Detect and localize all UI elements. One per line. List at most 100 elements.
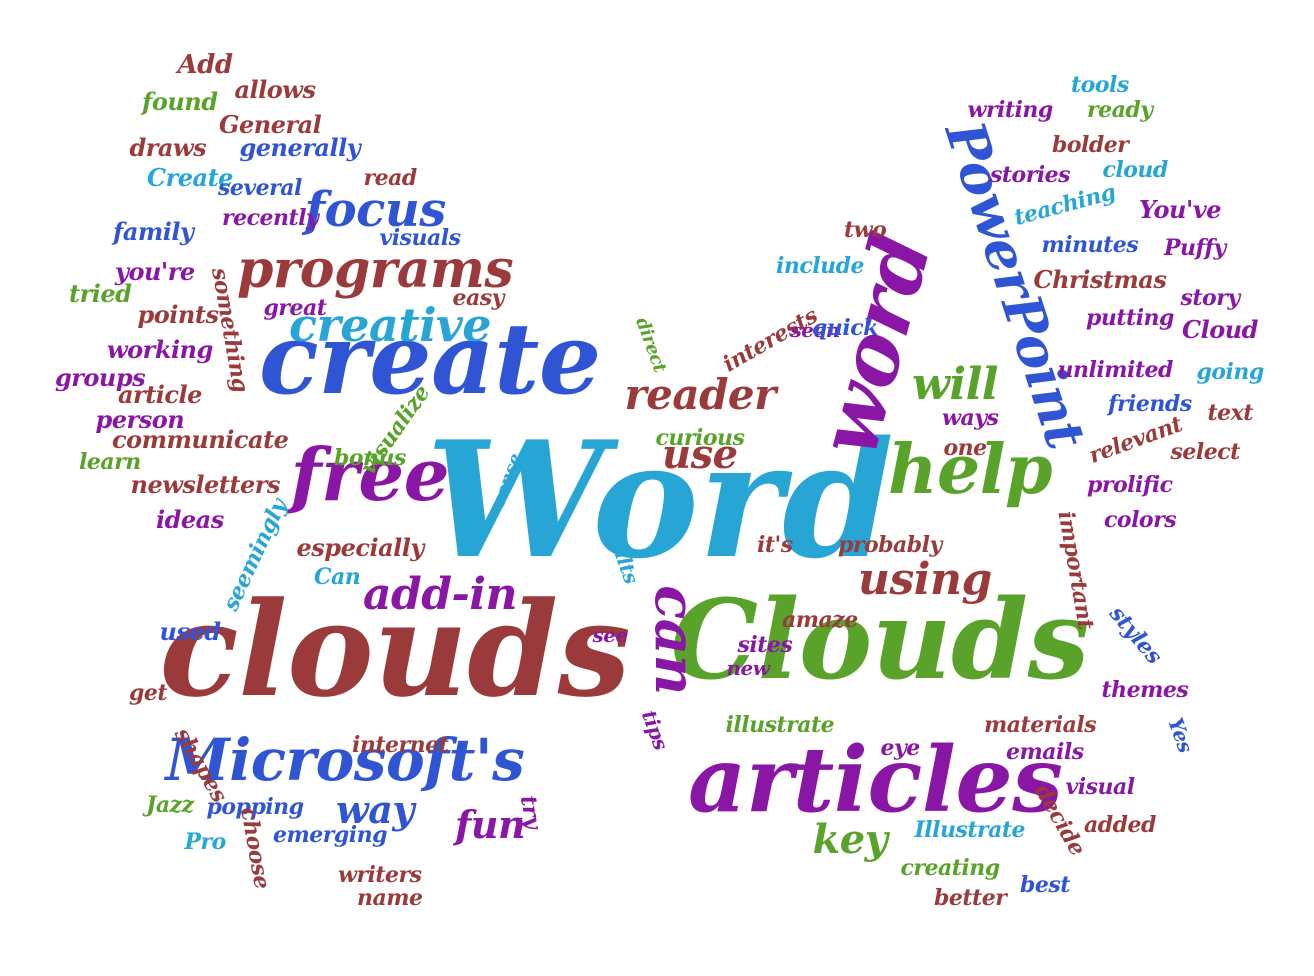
cloud-word: creating bbox=[900, 855, 1001, 881]
cloud-word: tips bbox=[636, 707, 674, 753]
cloud-word: focus bbox=[304, 182, 447, 238]
cloud-word: try bbox=[514, 793, 546, 831]
cloud-word: best bbox=[1020, 872, 1070, 898]
cloud-word: minutes bbox=[1041, 232, 1139, 258]
cloud-word: working bbox=[107, 335, 213, 364]
cloud-word: way bbox=[336, 787, 414, 832]
cloud-word: visuals bbox=[379, 225, 462, 251]
cloud-word: get bbox=[129, 680, 168, 706]
cloud-word: Cloud bbox=[1182, 315, 1258, 344]
cloud-word: articles bbox=[688, 727, 1063, 833]
cloud-word: eye bbox=[880, 735, 921, 761]
cloud-word: use bbox=[662, 431, 738, 478]
cloud-word: bonus bbox=[334, 445, 406, 471]
cloud-word: reader bbox=[624, 370, 777, 419]
cloud-word: Christmas bbox=[1033, 265, 1167, 294]
cloud-word: writers bbox=[338, 862, 422, 888]
cloud-word: ready bbox=[1087, 97, 1153, 123]
cloud-word: it's bbox=[757, 532, 793, 558]
cloud-word: name bbox=[357, 885, 423, 911]
cloud-word: probably bbox=[838, 532, 942, 558]
cloud-word: stories bbox=[990, 162, 1071, 188]
cloud-word: several bbox=[218, 175, 302, 201]
cloud-word: two bbox=[844, 217, 887, 243]
cloud-word: communicate bbox=[112, 425, 289, 454]
cloud-word: points bbox=[137, 300, 219, 329]
cloud-word: Add bbox=[177, 50, 234, 80]
cloud-word: can bbox=[641, 585, 708, 695]
cloud-word: groups bbox=[55, 363, 146, 392]
cloud-word: curious bbox=[655, 425, 745, 451]
cloud-word: emerging bbox=[273, 822, 387, 848]
cloud-word: help bbox=[888, 430, 1053, 510]
cloud-word: Jazz bbox=[146, 792, 194, 818]
cloud-word: add-in bbox=[363, 569, 518, 620]
cloud-word: easy bbox=[452, 285, 505, 311]
cloud-word: select bbox=[1170, 439, 1241, 465]
cloud-word: allows bbox=[234, 75, 316, 104]
cloud-word: quick bbox=[812, 315, 878, 341]
cloud-word: emails bbox=[1006, 739, 1084, 765]
cloud-word: internet bbox=[352, 732, 449, 758]
cloud-word: Can bbox=[314, 564, 361, 590]
cloud-word: fun bbox=[455, 802, 526, 847]
cloud-word: read bbox=[363, 165, 418, 191]
cloud-word: teaching bbox=[1011, 179, 1119, 231]
cloud-word: new bbox=[726, 656, 770, 680]
cloud-word: tried bbox=[69, 279, 132, 308]
cloud-word: include bbox=[776, 253, 864, 279]
cloud-word: styles bbox=[1103, 600, 1167, 670]
cloud-word: found bbox=[142, 87, 218, 116]
cloud-word: themes bbox=[1101, 677, 1189, 703]
cloud-word: free bbox=[290, 432, 450, 517]
cloud-word: Yes bbox=[1162, 714, 1198, 756]
cloud-word: especially bbox=[296, 533, 425, 562]
cloud-word: great bbox=[263, 295, 327, 321]
cloud-word: Clouds bbox=[670, 575, 1090, 704]
cloud-word: will bbox=[912, 359, 999, 410]
cloud-word: person bbox=[95, 405, 185, 434]
cloud-word: added bbox=[1084, 812, 1156, 838]
cloud-word: Word bbox=[426, 406, 894, 594]
cloud-word: generally bbox=[239, 133, 361, 162]
cloud-word: colors bbox=[1104, 507, 1177, 533]
cloud-word: unlimited bbox=[1057, 357, 1174, 383]
cloud-word: seen bbox=[790, 318, 841, 342]
cloud-word: tools bbox=[1071, 72, 1129, 98]
cloud-word: materials bbox=[984, 712, 1097, 738]
cloud-word: using bbox=[858, 554, 992, 605]
cloud-word: programs bbox=[237, 239, 514, 300]
cloud-word: You've bbox=[1139, 195, 1222, 224]
cloud-word: putting bbox=[1086, 305, 1174, 331]
cloud-word: cloud bbox=[1102, 157, 1169, 183]
cloud-word: draws bbox=[129, 133, 207, 162]
cloud-word: create bbox=[259, 302, 601, 417]
cloud-word: creative bbox=[289, 298, 492, 352]
cloud-word: amaze bbox=[782, 607, 858, 633]
cloud-word: see bbox=[592, 623, 629, 647]
cloud-word: newsletters bbox=[130, 470, 281, 499]
cloud-word: direct bbox=[630, 314, 670, 376]
cloud-word: used bbox=[159, 617, 222, 646]
cloud-word: learn bbox=[79, 449, 141, 475]
cloud-word: Create bbox=[147, 163, 233, 192]
cloud-word: sites bbox=[737, 632, 793, 658]
cloud-word: writing bbox=[967, 97, 1054, 123]
cloud-word: Microsoft's bbox=[165, 726, 525, 794]
cloud-word: one bbox=[943, 435, 988, 461]
cloud-word: key bbox=[812, 816, 888, 863]
cloud-word: General bbox=[219, 110, 322, 139]
cloud-word: clouds bbox=[159, 573, 631, 726]
cloud-word: Puffy bbox=[1164, 235, 1226, 261]
cloud-word: illustrate bbox=[725, 712, 835, 738]
cloud-word: ways bbox=[942, 405, 999, 431]
cloud-word: Illustrate bbox=[914, 817, 1026, 843]
cloud-word: recently bbox=[222, 205, 319, 231]
cloud-word: text bbox=[1207, 400, 1254, 426]
cloud-word: prolific bbox=[1087, 472, 1173, 498]
cloud-word: you're bbox=[115, 257, 195, 286]
cloud-word: story bbox=[1180, 285, 1241, 311]
cloud-word: ideas bbox=[156, 505, 224, 534]
cloud-word: family bbox=[113, 217, 194, 246]
